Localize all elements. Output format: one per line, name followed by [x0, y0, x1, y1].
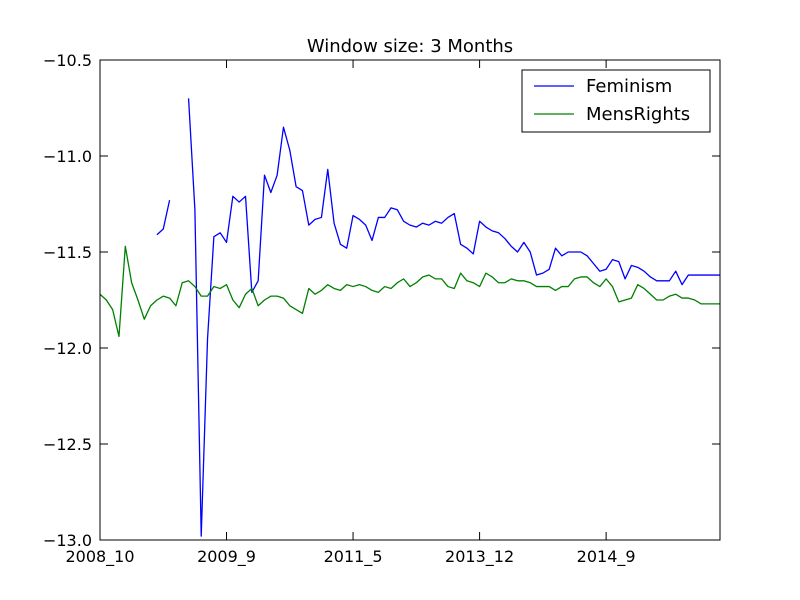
plot-frame — [99, 59, 721, 541]
y-tick-label: −11.5 — [43, 243, 92, 262]
series-group — [156, 98, 720, 537]
y-tick-label: −12.0 — [43, 339, 92, 358]
legend-box — [521, 69, 711, 133]
x-tick-label: 2013_12 — [445, 547, 514, 567]
legend: Feminism MensRights — [521, 69, 711, 133]
legend-label: MensRights — [586, 104, 690, 125]
x-tick-label: 2009_9 — [197, 547, 256, 567]
series-line — [99, 245, 720, 338]
series-group — [99, 245, 720, 338]
series-line-segment — [187, 98, 720, 537]
x-tick-label: 2014_9 — [577, 547, 636, 567]
series-line-segment — [156, 200, 171, 236]
chart-title: Window size: 3 Months — [307, 36, 513, 57]
legend-label: Feminism — [586, 76, 672, 97]
y-tick-label: −12.5 — [43, 435, 92, 454]
y-tick-label: −10.5 — [43, 51, 92, 70]
x-tick-label: 2011_5 — [324, 547, 383, 567]
y-tick-label: −11.0 — [43, 147, 92, 166]
y-tick-label: −13.0 — [43, 531, 92, 550]
x-tick-label: 2008_10 — [65, 547, 134, 567]
